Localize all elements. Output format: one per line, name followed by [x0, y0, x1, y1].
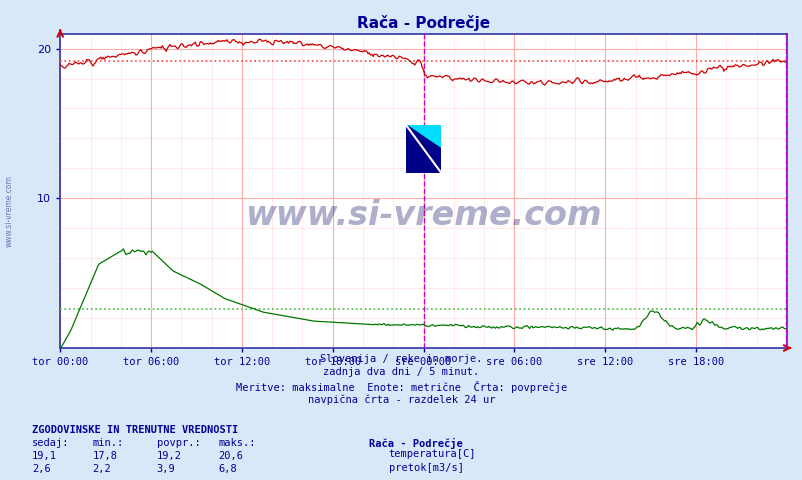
- Polygon shape: [405, 125, 441, 149]
- Text: min.:: min.:: [92, 438, 124, 448]
- Text: povpr.:: povpr.:: [156, 438, 200, 448]
- Text: www.si-vreme.com: www.si-vreme.com: [245, 200, 602, 232]
- Text: Rača - Podrečje: Rača - Podrečje: [369, 438, 463, 449]
- Text: maks.:: maks.:: [218, 438, 256, 448]
- Text: Meritve: maksimalne  Enote: metrične  Črta: povprečje: Meritve: maksimalne Enote: metrične Črta…: [236, 381, 566, 393]
- Text: Slovenija / reke in morje.: Slovenija / reke in morje.: [320, 354, 482, 364]
- Text: pretok[m3/s]: pretok[m3/s]: [388, 463, 463, 473]
- Text: zadnja dva dni / 5 minut.: zadnja dva dni / 5 minut.: [323, 367, 479, 377]
- Polygon shape: [405, 125, 441, 173]
- Text: 20,6: 20,6: [218, 451, 243, 461]
- Title: Rača - Podrečje: Rača - Podrečje: [357, 15, 489, 31]
- Text: 6,8: 6,8: [218, 464, 237, 474]
- Text: www.si-vreme.com: www.si-vreme.com: [5, 175, 14, 247]
- Text: sedaj:: sedaj:: [32, 438, 70, 448]
- Text: 19,2: 19,2: [156, 451, 181, 461]
- Text: temperatura[C]: temperatura[C]: [388, 449, 476, 459]
- Text: 3,9: 3,9: [156, 464, 175, 474]
- Text: 19,1: 19,1: [32, 451, 57, 461]
- Text: ZGODOVINSKE IN TRENUTNE VREDNOSTI: ZGODOVINSKE IN TRENUTNE VREDNOSTI: [32, 425, 238, 435]
- Text: navpična črta - razdelek 24 ur: navpična črta - razdelek 24 ur: [307, 394, 495, 405]
- Text: 2,2: 2,2: [92, 464, 111, 474]
- Text: 17,8: 17,8: [92, 451, 117, 461]
- Text: 2,6: 2,6: [32, 464, 51, 474]
- Polygon shape: [405, 125, 441, 173]
